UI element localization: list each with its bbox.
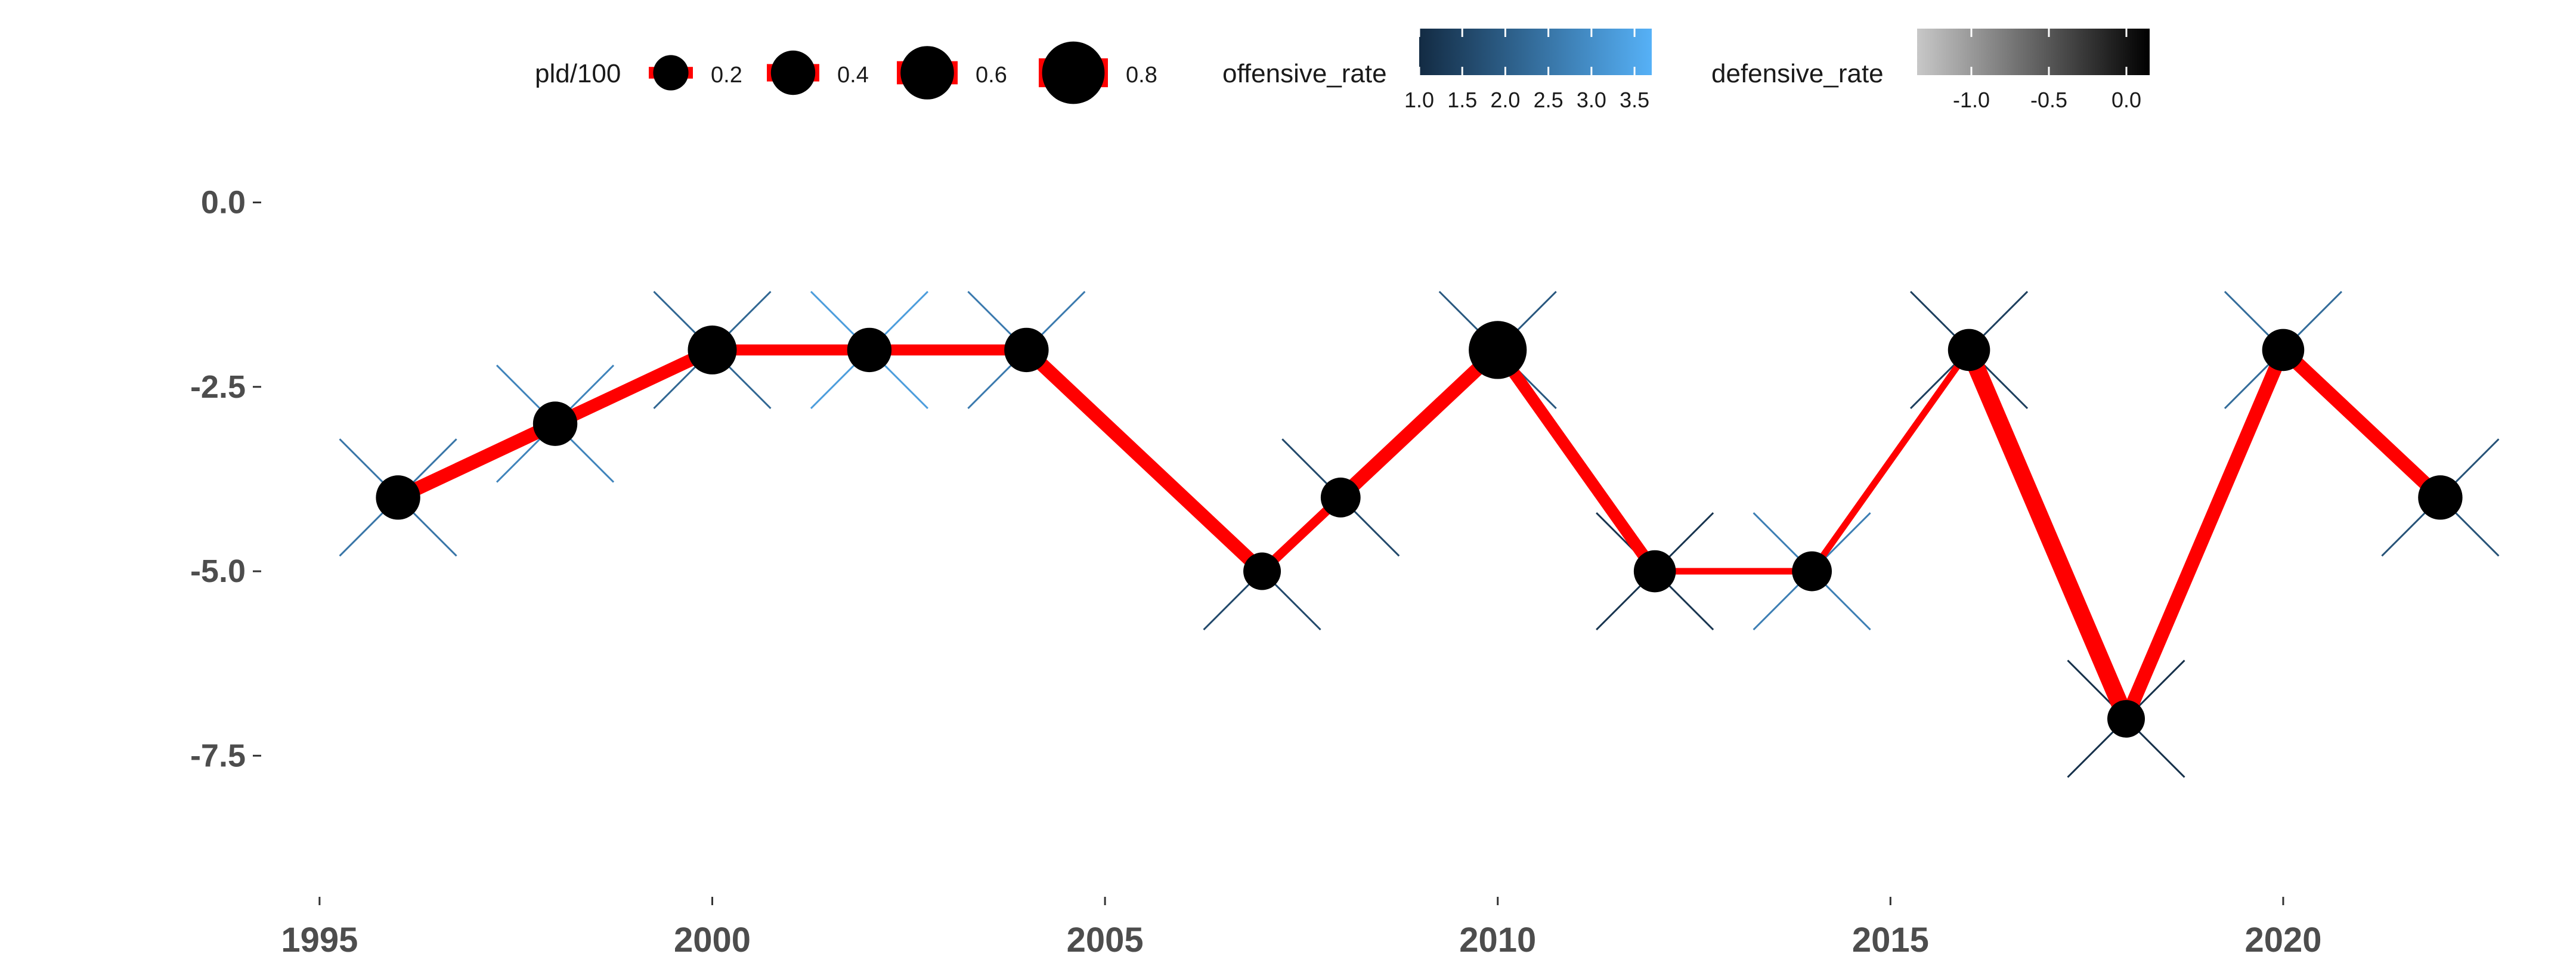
cross-marks bbox=[339, 290, 2500, 778]
legend-size-key bbox=[897, 46, 958, 100]
x-tick-label: 2005 bbox=[1067, 921, 1144, 959]
data-point bbox=[1004, 327, 1049, 373]
x-tick-label: 2020 bbox=[2244, 921, 2321, 959]
legend-offensive-colorbar bbox=[1419, 29, 1652, 75]
data-point bbox=[1948, 329, 1990, 371]
legend-defensive-tick-label: 0.0 bbox=[2111, 88, 2141, 112]
data-point bbox=[1792, 551, 1832, 592]
x-tick-label: 2010 bbox=[1459, 921, 1536, 959]
line-segment bbox=[1961, 346, 2134, 723]
legend-size-key bbox=[649, 55, 693, 91]
line-segment bbox=[1336, 345, 1503, 503]
legend-offensive-title: offensive_rate bbox=[1222, 59, 1387, 88]
axes: 0.0 -2.5 -5.0 -7.5 1995 2000 2005 2010 2015 2020 bbox=[190, 184, 2322, 959]
legend-key-point bbox=[1042, 41, 1105, 104]
data-point bbox=[1469, 321, 1527, 379]
line-segment bbox=[1809, 348, 1972, 574]
line-segment bbox=[2278, 345, 2445, 503]
legend-key-point bbox=[900, 46, 954, 100]
data-points bbox=[376, 321, 2463, 738]
legend-size-label: 0.6 bbox=[976, 63, 1007, 88]
legend-defensive-tick-label: -0.5 bbox=[2030, 88, 2067, 112]
legend-size-key bbox=[1039, 41, 1108, 104]
line-segment bbox=[1021, 345, 1267, 577]
legend-key-point bbox=[653, 55, 689, 91]
y-tick-label: 0.0 bbox=[201, 184, 246, 220]
legend-size-label: 0.8 bbox=[1126, 63, 1157, 88]
y-tick-label: -7.5 bbox=[190, 738, 246, 773]
legend-key-point bbox=[770, 50, 816, 95]
legend-offensive-tick-label: 1.5 bbox=[1447, 88, 1477, 112]
data-point bbox=[847, 327, 892, 373]
line-segment bbox=[395, 417, 558, 504]
legend-defensive-tick-label: -1.0 bbox=[1953, 88, 1990, 112]
legend-offensive-tick-label: 2.5 bbox=[1534, 88, 1563, 112]
data-point bbox=[532, 401, 578, 446]
legend-offensive-tick-label: 3.0 bbox=[1577, 88, 1606, 112]
legend-size-label: 0.4 bbox=[837, 63, 869, 88]
data-point bbox=[2262, 329, 2305, 371]
data-point bbox=[2107, 699, 2145, 738]
line-segment bbox=[2119, 347, 2290, 722]
data-point bbox=[688, 325, 737, 374]
legend-size-label: 0.2 bbox=[711, 63, 742, 88]
data-point bbox=[1243, 552, 1281, 590]
line-segment bbox=[1493, 346, 1660, 575]
data-point bbox=[1320, 477, 1361, 518]
y-tick-label: -5.0 bbox=[190, 553, 246, 589]
line-segment bbox=[552, 344, 716, 430]
legend-offensive-tick-label: 1.0 bbox=[1404, 88, 1434, 112]
x-tick-label: 1995 bbox=[281, 921, 358, 959]
legend-size-title: pld/100 bbox=[535, 59, 621, 88]
data-point bbox=[1633, 550, 1676, 593]
data-point bbox=[2418, 475, 2463, 520]
x-tick-label: 2015 bbox=[1852, 921, 1929, 959]
legend-offensive-tick-label: 2.0 bbox=[1490, 88, 1520, 112]
legend-defensive-title: defensive_rate bbox=[1711, 59, 1884, 88]
line-segments bbox=[395, 344, 2445, 723]
legend-size-key bbox=[767, 50, 819, 95]
y-tick-label: -2.5 bbox=[190, 369, 246, 405]
legend-defensive-colorbar bbox=[1917, 29, 2150, 75]
legend-offensive-tick-label: 3.5 bbox=[1620, 88, 1649, 112]
data-point bbox=[376, 475, 420, 520]
legend: pld/100 0.2 0.4 0.6 0.8 offensive_rate 1.0 1.5 2… bbox=[535, 29, 2150, 112]
x-tick-label: 2000 bbox=[674, 921, 751, 959]
